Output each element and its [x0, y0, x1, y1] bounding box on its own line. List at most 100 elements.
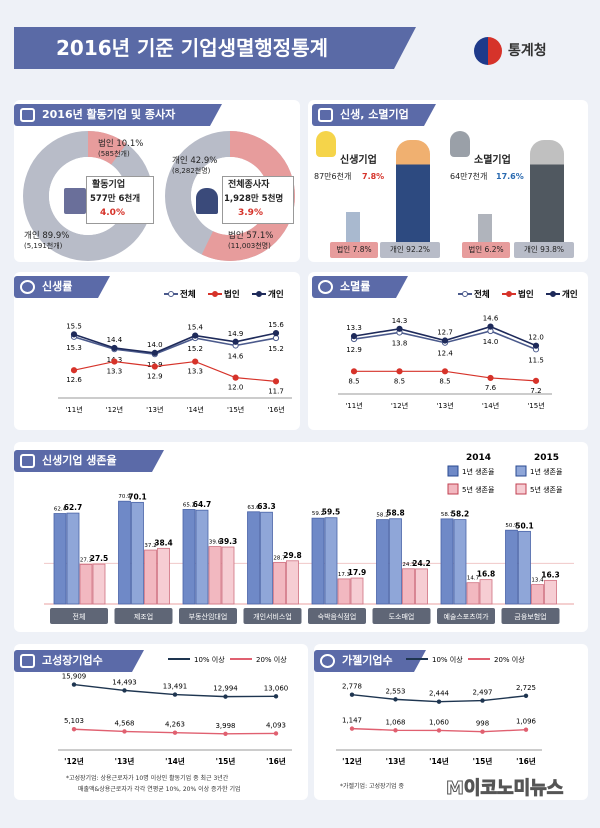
survival-bar [79, 564, 93, 605]
legend-marker [462, 291, 468, 297]
high-growth-tab: 고성장기업수 [14, 650, 144, 672]
data-point [350, 368, 358, 375]
data-label: 13.3 [107, 368, 123, 376]
firms-corp-label: 법인 10.1% [98, 139, 144, 149]
survival-bar [311, 517, 325, 605]
data-point [122, 729, 127, 734]
firms-indiv-label: 개인 89.9% [24, 231, 70, 241]
legend-label: 개인 [268, 289, 284, 300]
bar-value-label: 50.1 [515, 521, 534, 530]
firms-corp-count: (585천개) [98, 150, 130, 158]
workers-corp-label: 법인 57.1% [228, 231, 274, 241]
legend-year: 2014 [466, 453, 491, 463]
data-point [396, 368, 403, 375]
bar-value-label: 58.2 [451, 510, 470, 519]
survival-bar [466, 582, 480, 605]
data-label: 3,998 [215, 722, 235, 730]
bar-value-label: 16.3 [541, 570, 560, 579]
x-tick-label: '13년 [146, 405, 163, 414]
data-point [172, 730, 178, 735]
birth-count: 87만6천개 [314, 172, 352, 181]
high-growth-note-1: *고성장기업: 상용근로자가 10명 이상인 활동기업 중 최근 3년간 [66, 775, 229, 782]
survival-bar [350, 577, 364, 605]
data-point [436, 728, 442, 733]
data-label: 2,497 [472, 689, 492, 697]
x-tick-label: '14년 [187, 405, 204, 414]
survival-chart: 2014 2015 1년 생존율 1년 생존율 5년 생존율 5년 생존율 62.462.7… [44, 453, 574, 624]
x-tick-label: '14년 [429, 756, 449, 766]
legend-marker [550, 291, 556, 297]
death-bulb-icon [450, 131, 470, 157]
x-tick-label: '16년 [267, 405, 284, 414]
x-tick-label: '13년 [386, 756, 406, 766]
category-label: 개인서비스업 [253, 612, 292, 621]
data-point [232, 338, 239, 345]
death-rate-card [308, 272, 588, 430]
legend-label: 20% 이상 [494, 655, 525, 664]
data-point [272, 334, 280, 342]
data-label: 5,103 [64, 717, 84, 725]
gazelle-note: *가젤기업: 고성장기업 중 [340, 783, 405, 790]
legend-marker [256, 291, 262, 297]
data-point [523, 693, 529, 698]
survival-bar [479, 579, 493, 605]
data-label: 4,093 [266, 721, 286, 729]
workers-indiv-label: 개인 42.9% [172, 156, 218, 166]
legend-year: 2015 [534, 453, 559, 463]
data-label: 15.6 [268, 321, 284, 329]
survival-bar [544, 579, 557, 605]
globe-icon [318, 280, 333, 294]
survival-bar [376, 519, 389, 605]
death-indiv-bar: 개인 93.8% [514, 242, 574, 258]
birth-rate-chart: 전체법인개인'11년'12년'13년'14년'15년'16년15.314.313… [58, 289, 292, 414]
agency-logo-icon [474, 37, 502, 65]
data-label: 14.6 [228, 352, 244, 360]
x-tick-label: '11년 [65, 405, 82, 414]
data-point [192, 332, 199, 339]
legend-label: 20% 이상 [256, 655, 287, 664]
category-bar [308, 608, 366, 624]
data-point [232, 374, 239, 381]
data-point [532, 377, 540, 384]
data-label: 2,725 [516, 684, 536, 692]
x-tick-label: '13년 [436, 401, 453, 410]
death-rate-chart: 전체 법인 개인 '11년 '12년 '13년 '14년 '15년 12.9 13.8 12.4 14… [338, 289, 578, 410]
bar-value-label: 58.8 [386, 509, 405, 518]
data-point [272, 330, 280, 337]
survival-bar [505, 529, 518, 605]
data-point [223, 731, 228, 737]
data-label: 8.5 [394, 377, 405, 385]
death-corp-bar: 법인 6.2% [462, 242, 510, 258]
data-label: 11.5 [528, 356, 544, 364]
birth-corp-bar: 법인 7.8% [330, 242, 378, 258]
legend-swatch [447, 483, 459, 495]
x-tick-label: '14년 [482, 401, 499, 410]
bar-value-label: 62.4 [54, 507, 67, 513]
survival-tab: 신생기업 생존율 [14, 450, 164, 472]
bar-value-label: 27.5 [90, 554, 109, 563]
data-label: 14.6 [483, 315, 499, 323]
legend-label: 전체 [180, 289, 196, 300]
bar-value-label: 70.9 [118, 494, 131, 500]
legend-label: 1년 생존율 [530, 467, 563, 476]
data-point [70, 331, 78, 338]
survival-bar [66, 512, 80, 605]
bar-value-label: 70.1 [128, 492, 147, 501]
trend-icon [318, 108, 333, 122]
watermark-text: M이코노미뉴스 [445, 778, 564, 799]
x-tick-label: '16년 [266, 756, 286, 766]
survival-bar [324, 517, 338, 605]
death-rate-tab: 소멸률 [312, 276, 408, 298]
birth-bulb-icon [316, 131, 336, 157]
bar-value-label: 37.2 [144, 543, 156, 549]
legend-label: 10% 이상 [432, 655, 463, 664]
series-line [73, 332, 277, 354]
legend-label: 법인 [518, 289, 534, 300]
data-label: 12.9 [346, 346, 362, 354]
data-point [122, 688, 127, 693]
category-bar [243, 608, 302, 624]
data-label: 13,060 [264, 684, 289, 692]
bar-value-label: 14.7 [467, 576, 480, 582]
bar-value-label: 39.6 [209, 540, 222, 546]
data-point [523, 727, 529, 732]
